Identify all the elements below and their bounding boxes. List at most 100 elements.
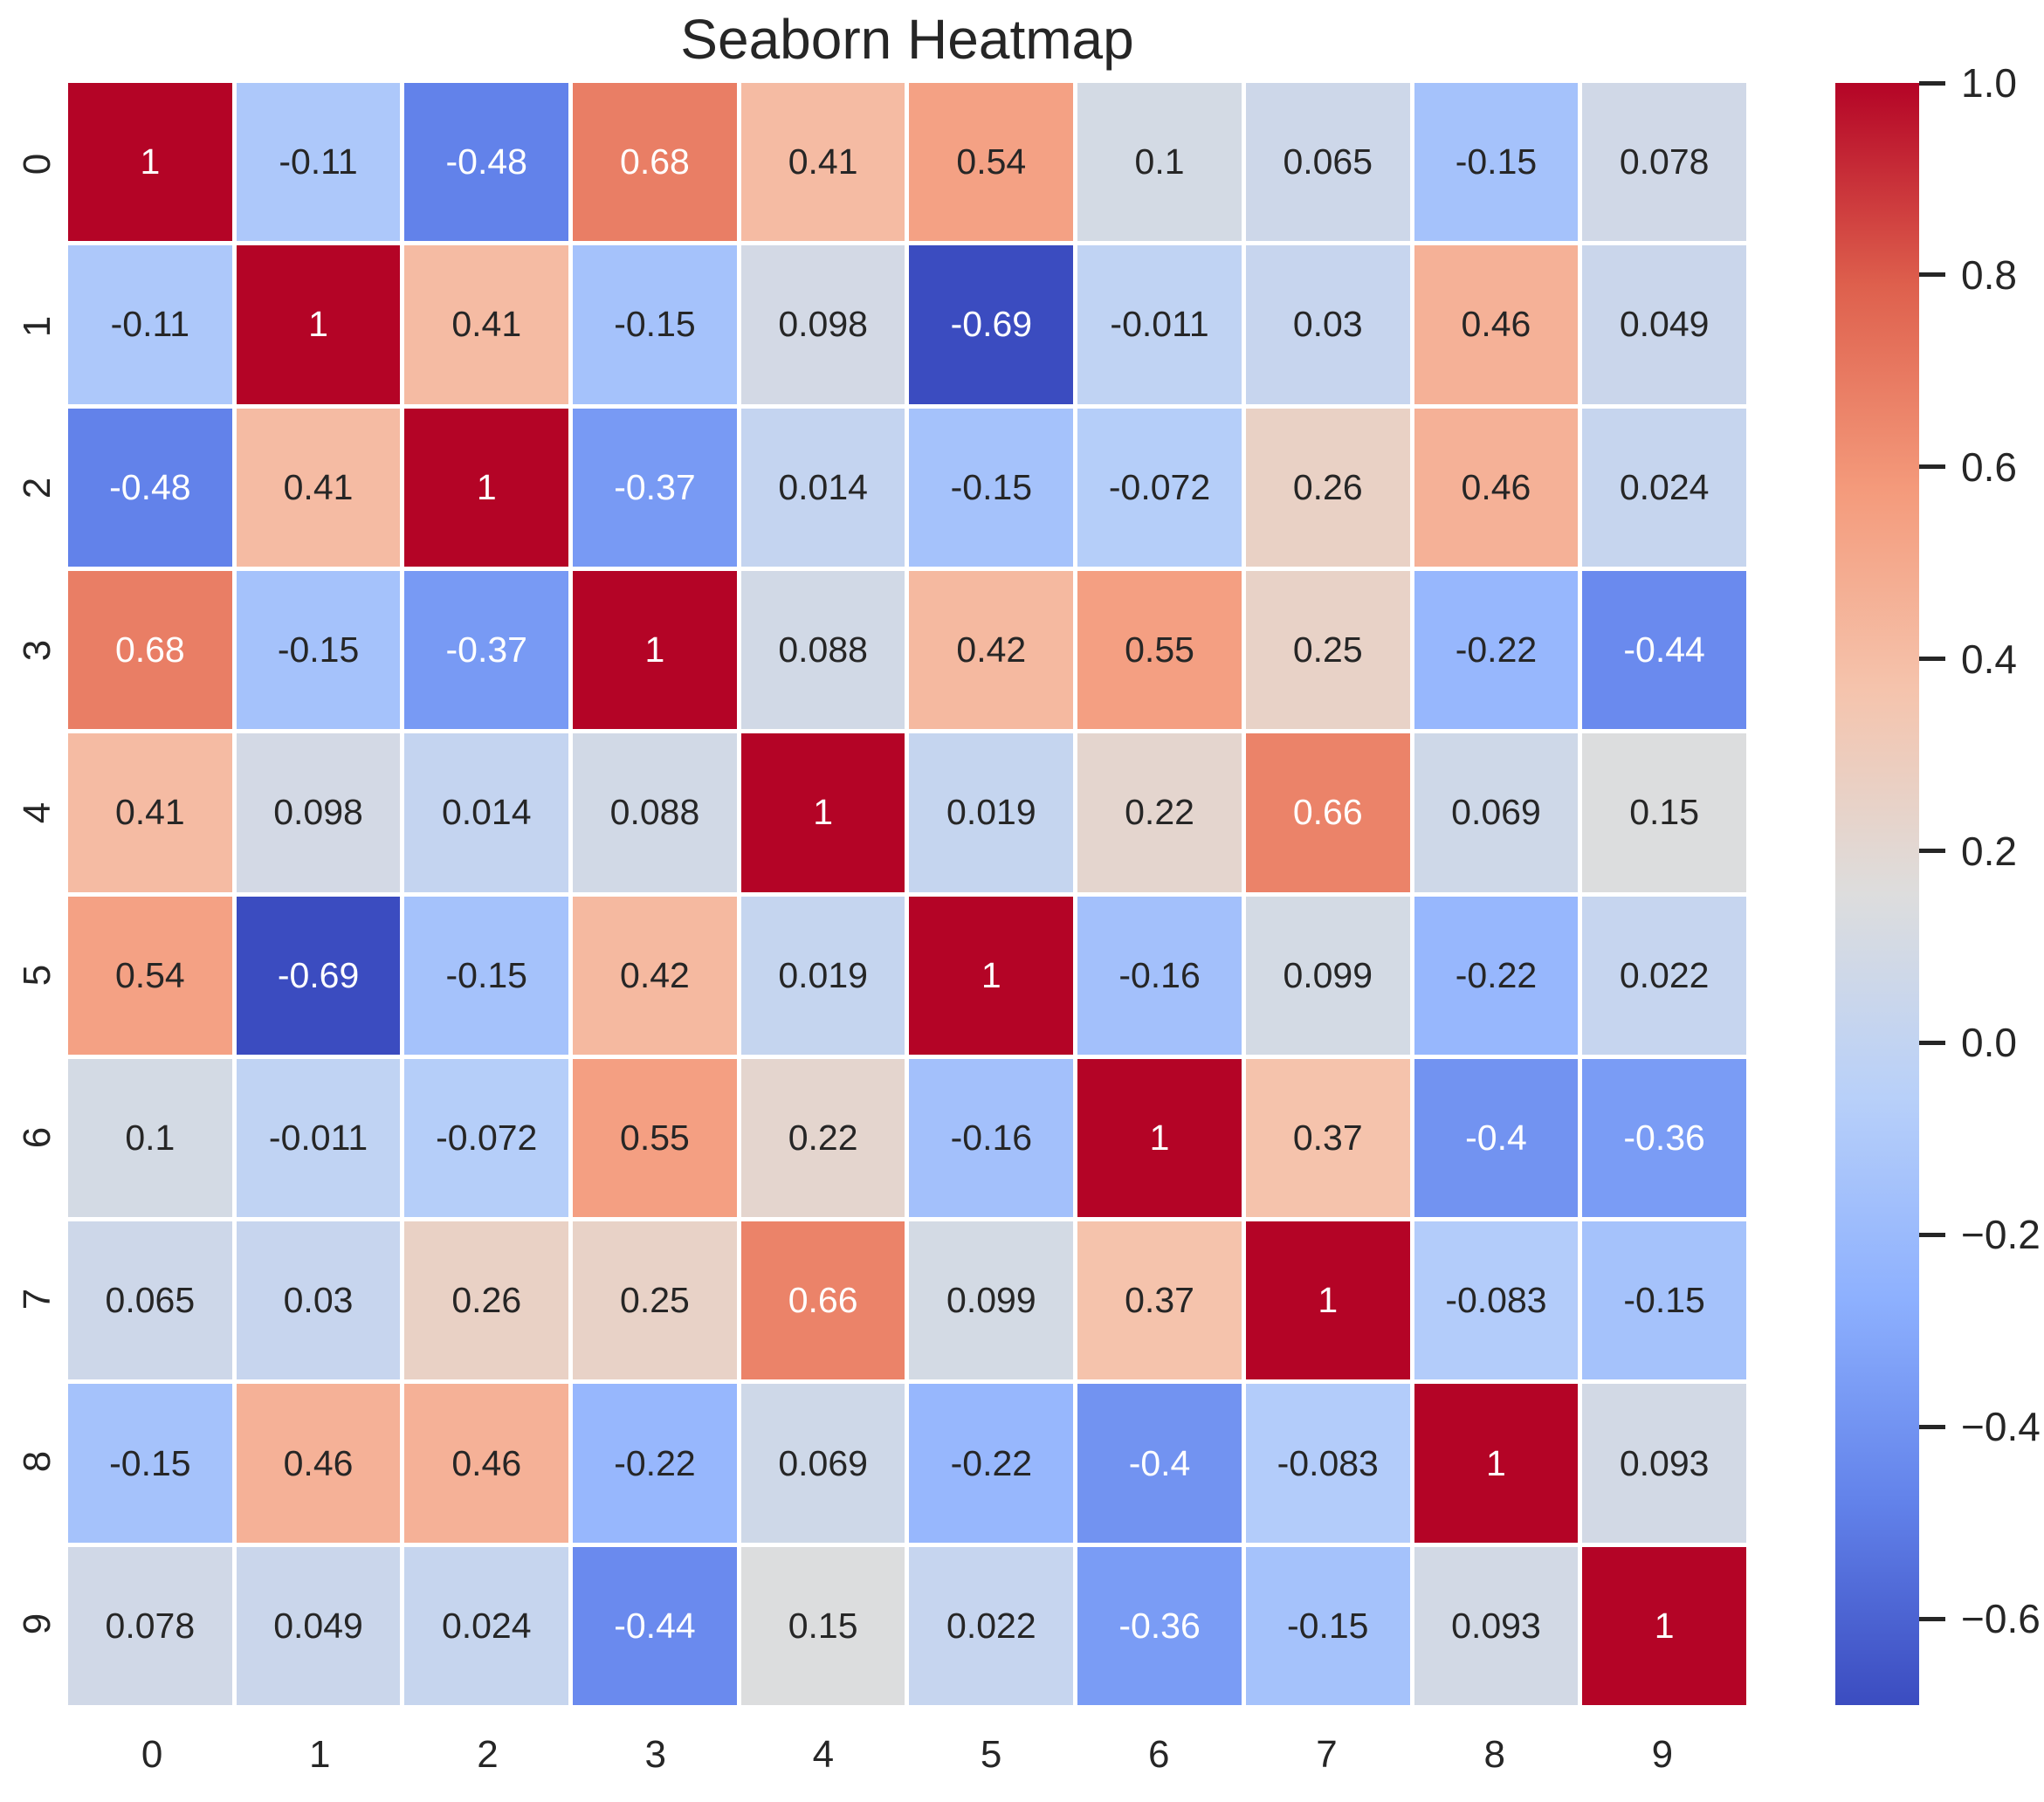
x-tick-label: 0 (141, 1733, 163, 1776)
x-tick-label: 9 (1651, 1733, 1674, 1776)
colorbar-tick-mark (1919, 1040, 1945, 1045)
heatmap-cell: -0.11 (68, 245, 232, 404)
heatmap-cell: -0.48 (68, 408, 232, 567)
heatmap-cell: 0.1 (68, 1058, 232, 1218)
x-tick-label: 7 (1316, 1733, 1338, 1776)
y-tick-label: 4 (15, 801, 58, 824)
heatmap-cell: 0.098 (740, 245, 905, 404)
heatmap-cell: 1 (909, 896, 1074, 1055)
colorbar-tick-label: 0.4 (1961, 636, 2017, 682)
heatmap-cell: -0.15 (1582, 1221, 1746, 1380)
heatmap-cell: -0.69 (236, 896, 401, 1055)
colorbar-tick-mark (1919, 849, 1945, 854)
heatmap-cell: -0.15 (1245, 1546, 1410, 1705)
heatmap-cell: 0.37 (1245, 1058, 1410, 1218)
heatmap-cell: 0.03 (236, 1221, 401, 1380)
heatmap-cell: 0.065 (1245, 83, 1410, 242)
heatmap-cell: 0.093 (1582, 1384, 1746, 1543)
heatmap-cell: 0.019 (909, 733, 1074, 892)
heatmap-cell: 0.42 (909, 570, 1074, 730)
y-tick-label: 5 (15, 964, 58, 987)
heatmap-cell: 0.093 (1414, 1546, 1579, 1705)
heatmap-cell: 0.014 (404, 733, 569, 892)
heatmap-cell: 1 (236, 245, 401, 404)
heatmap-cell: 1 (68, 83, 232, 242)
heatmap-cell: 0.088 (740, 570, 905, 730)
colorbar-tick-label: 0.0 (1961, 1020, 2017, 1066)
y-axis-tick-labels: 0 1 2 3 4 5 6 7 8 9 (7, 83, 68, 1705)
heatmap-cell: -0.22 (909, 1384, 1074, 1543)
heatmap-cell: -0.36 (1582, 1058, 1746, 1218)
heatmap-cell: -0.22 (1414, 896, 1579, 1055)
y-tick-label: 6 (15, 1126, 58, 1148)
heatmap-cell: -0.4 (1414, 1058, 1579, 1218)
colorbar-tick-label: 0.6 (1961, 444, 2017, 490)
x-tick-label: 2 (477, 1733, 499, 1776)
colorbar-tick-label: 0.2 (1961, 828, 2017, 874)
heatmap-cell: 0.022 (909, 1546, 1074, 1705)
heatmap-cell: 0.099 (1245, 896, 1410, 1055)
x-tick-label: 4 (812, 1733, 835, 1776)
heatmap-cell: 0.065 (68, 1221, 232, 1380)
heatmap-cell: 0.069 (740, 1384, 905, 1543)
heatmap-cell: 1 (1414, 1384, 1579, 1543)
heatmap-cell: 0.15 (740, 1546, 905, 1705)
heatmap-cell: -0.072 (1077, 408, 1242, 567)
chart-title: Seaborn Heatmap (680, 8, 1134, 71)
heatmap-cell: 0.15 (1582, 733, 1746, 892)
heatmap-cell: 0.014 (740, 408, 905, 567)
heatmap-cell: 0.078 (68, 1546, 232, 1705)
heatmap-cell: 0.37 (1077, 1221, 1242, 1380)
heatmap-cell: 0.078 (1582, 83, 1746, 242)
colorbar-tick-mark (1919, 464, 1945, 470)
colorbar-tick-label: −0.4 (1961, 1404, 2041, 1450)
heatmap-cell: -0.69 (909, 245, 1074, 404)
heatmap-cell: -0.16 (1077, 896, 1242, 1055)
colorbar-tick-mark (1919, 1616, 1945, 1621)
heatmap-cell: 0.22 (1077, 733, 1242, 892)
heatmap-cell: 0.46 (1414, 408, 1579, 567)
colorbar-tick-mark (1919, 657, 1945, 662)
heatmap-cell: 0.46 (1414, 245, 1579, 404)
heatmap-cell: -0.011 (1077, 245, 1242, 404)
heatmap-cell: 0.46 (404, 1384, 569, 1543)
heatmap-cell: 0.46 (236, 1384, 401, 1543)
heatmap-cell: 0.66 (1245, 733, 1410, 892)
heatmap-cell: -0.48 (404, 83, 569, 242)
colorbar-tick-mark (1919, 1424, 1945, 1429)
heatmap-cell: 0.26 (404, 1221, 569, 1380)
heatmap-cell: -0.15 (1414, 83, 1579, 242)
heatmap-cell: 1 (1582, 1546, 1746, 1705)
y-tick-label: 3 (15, 640, 58, 662)
x-tick-label: 8 (1483, 1733, 1505, 1776)
heatmap-cell: -0.15 (404, 896, 569, 1055)
heatmap-cell: 0.41 (68, 733, 232, 892)
heatmap-cell: -0.083 (1245, 1384, 1410, 1543)
colorbar-gradient (1835, 83, 1919, 1705)
heatmap-cell: -0.37 (573, 408, 737, 567)
y-tick-label: 1 (15, 315, 58, 337)
heatmap-cell: 0.1 (1077, 83, 1242, 242)
x-tick-label: 1 (309, 1733, 331, 1776)
heatmap-grid: 1 -0.11 -0.48 0.68 0.41 0.54 0.1 0.065 -0.15 0.07… (68, 83, 1746, 1705)
heatmap-cell: 0.024 (1582, 408, 1746, 567)
heatmap-cell: 0.049 (236, 1546, 401, 1705)
heatmap-cell: 0.25 (573, 1221, 737, 1380)
heatmap-cell: 1 (1245, 1221, 1410, 1380)
heatmap-cell: 0.55 (573, 1058, 737, 1218)
heatmap-cell: -0.072 (404, 1058, 569, 1218)
heatmap-cell: -0.15 (573, 245, 737, 404)
heatmap-cell: 0.088 (573, 733, 737, 892)
heatmap-cell: 0.68 (68, 570, 232, 730)
heatmap-cell: 0.42 (573, 896, 737, 1055)
heatmap-cell: 0.41 (236, 408, 401, 567)
heatmap-cell: -0.44 (1582, 570, 1746, 730)
colorbar-tick-label: −0.2 (1961, 1212, 2041, 1258)
heatmap-cell: 0.41 (740, 83, 905, 242)
heatmap-cell: 0.099 (909, 1221, 1074, 1380)
colorbar-tick-mark (1919, 272, 1945, 278)
y-tick-label: 0 (15, 153, 58, 175)
heatmap-cell: -0.16 (909, 1058, 1074, 1218)
x-tick-label: 5 (980, 1733, 1002, 1776)
heatmap-cell: -0.083 (1414, 1221, 1579, 1380)
